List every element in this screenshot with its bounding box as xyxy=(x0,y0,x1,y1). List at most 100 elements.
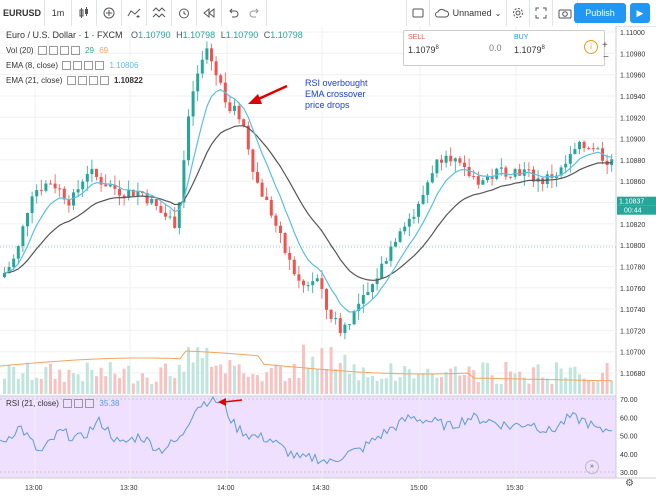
volume-bar xyxy=(251,373,255,394)
candle-body xyxy=(573,149,577,155)
price-axis-label: 1.10880 xyxy=(620,158,645,165)
candle-body xyxy=(311,281,315,286)
candles-icon[interactable] xyxy=(72,0,97,26)
candle-body xyxy=(375,278,379,285)
price-chart[interactable]: 1.11000 1.10980 1.10960 1.10940 1.10920 1.109… xyxy=(0,26,656,498)
layout-menu[interactable]: Unnamed ⌄ xyxy=(430,0,507,26)
candle-body xyxy=(3,272,6,278)
ohlc-o-label: O xyxy=(131,30,139,40)
volume-bar xyxy=(200,358,204,394)
volume-bar xyxy=(541,377,545,394)
candle-body xyxy=(118,188,121,196)
volume-bar xyxy=(35,377,39,394)
countdown-tag-value: 00:44 xyxy=(624,208,642,215)
buy-price-wrap[interactable]: 1.10798 xyxy=(514,45,545,55)
candle-body xyxy=(12,258,16,268)
volume-bar xyxy=(233,365,236,394)
volume-bar xyxy=(568,367,572,394)
fullscreen-icon[interactable] xyxy=(530,0,553,26)
publish-button[interactable]: Publish xyxy=(574,3,626,23)
redo-icon[interactable] xyxy=(244,0,267,26)
price-axis-label: 1.10720 xyxy=(620,328,645,335)
legend-buttons[interactable] xyxy=(36,46,80,56)
sell-price: 1.1079 xyxy=(408,45,436,55)
candle-body xyxy=(187,116,190,161)
ohlc-l-label: L xyxy=(220,30,226,40)
add-indicator-icon[interactable] xyxy=(97,0,122,26)
candle-body xyxy=(177,202,181,228)
volume-bar xyxy=(334,368,338,394)
ohlc-o: 1.10790 xyxy=(138,30,171,40)
candle-body xyxy=(90,168,94,175)
candle-body xyxy=(582,141,586,149)
volume-bar xyxy=(550,383,554,394)
volume-bar xyxy=(210,366,213,394)
sell-price-wrap[interactable]: 1.10798 xyxy=(408,45,439,55)
candle-body xyxy=(26,213,29,227)
price-axis-label: 1.10760 xyxy=(620,286,645,293)
volume-value: 29 xyxy=(85,46,94,55)
price-axis-label: 1.10960 xyxy=(620,73,645,80)
play-icon[interactable]: ▶ xyxy=(630,3,650,23)
volume-bar xyxy=(412,378,416,394)
buy-label[interactable]: BUY xyxy=(514,34,529,41)
volume-bar xyxy=(398,376,402,394)
volume-bar xyxy=(490,375,494,394)
candle-body xyxy=(260,182,264,197)
candle-body xyxy=(269,200,273,216)
volume-bar xyxy=(430,374,434,394)
legend-buttons[interactable] xyxy=(61,399,95,409)
volume-bar xyxy=(187,347,190,394)
candle-body xyxy=(292,259,296,275)
compare-icon[interactable] xyxy=(122,0,147,26)
candle-body xyxy=(283,233,287,253)
countdown-tag xyxy=(617,205,656,215)
legend-buttons[interactable] xyxy=(65,76,109,86)
symbol-search[interactable]: EURUSD xyxy=(0,0,45,26)
volume-bar xyxy=(559,368,563,394)
rectangle-icon[interactable] xyxy=(406,0,430,26)
zoom-in-icon[interactable]: + xyxy=(602,40,608,51)
volume-bar xyxy=(260,381,264,394)
legend-buttons[interactable] xyxy=(60,61,105,71)
sell-label[interactable]: SELL xyxy=(408,34,426,41)
scroll-to-realtime-icon[interactable]: » xyxy=(585,460,599,474)
indicators-icon[interactable] xyxy=(147,0,172,26)
buy-price: 1.1079 xyxy=(514,45,542,55)
candle-body xyxy=(246,125,250,150)
axis-settings-gear-icon[interactable]: ⚙ xyxy=(625,478,634,489)
zoom-out-icon[interactable]: − xyxy=(603,52,609,63)
replay-icon[interactable] xyxy=(197,0,222,26)
volume-bar xyxy=(338,363,342,394)
volume-bar xyxy=(435,377,439,394)
volume-legend[interactable]: Vol (20) 29 69 xyxy=(6,46,108,56)
volume-bar xyxy=(444,371,448,394)
volume-bar xyxy=(555,362,558,394)
ema21-legend[interactable]: EMA (21, close) 1.10822 xyxy=(6,76,143,86)
alert-clock-icon[interactable] xyxy=(172,0,197,26)
candle-body xyxy=(545,174,549,185)
volume-bar xyxy=(16,378,20,394)
volume-bar xyxy=(371,375,374,394)
candle-body xyxy=(398,231,402,242)
volume-bar xyxy=(389,363,393,394)
candle-body xyxy=(550,174,554,179)
annotation-text: RSI overbought EMA crossover price drops xyxy=(305,78,368,111)
cloud-icon xyxy=(434,8,449,18)
candle-body xyxy=(334,318,338,320)
candle-body xyxy=(136,191,140,197)
candle-body xyxy=(210,48,213,62)
annotation-line-3: price drops xyxy=(305,100,350,110)
ema21-label: EMA (21, close) xyxy=(6,76,63,85)
info-icon[interactable]: i xyxy=(584,40,598,54)
ema8-legend[interactable]: EMA (8, close) 1.10806 xyxy=(6,61,138,71)
volume-bar xyxy=(196,347,200,394)
interval-button[interactable]: 1m xyxy=(45,0,72,26)
candle-body xyxy=(421,194,425,204)
undo-icon[interactable] xyxy=(222,0,244,26)
settings-gear-icon[interactable] xyxy=(507,0,530,26)
time-axis-label: 15:30 xyxy=(506,485,524,492)
rsi-legend[interactable]: RSI (21, close) 35.38 xyxy=(6,399,119,409)
candle-body xyxy=(288,252,292,260)
candle-body xyxy=(591,148,595,150)
